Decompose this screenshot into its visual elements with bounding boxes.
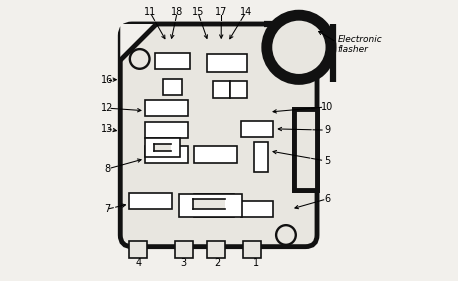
Circle shape <box>130 49 149 69</box>
Text: 2: 2 <box>214 259 220 268</box>
Text: Electronic
flasher: Electronic flasher <box>338 35 382 55</box>
Text: 7: 7 <box>104 204 110 214</box>
Bar <box>194 146 237 162</box>
Bar <box>240 201 273 217</box>
Bar <box>174 241 193 258</box>
Bar <box>243 241 262 258</box>
Text: 12: 12 <box>101 103 114 113</box>
Bar <box>254 142 268 172</box>
Text: 3: 3 <box>180 259 187 268</box>
Text: 18: 18 <box>171 7 183 17</box>
Bar <box>145 100 188 116</box>
Bar <box>145 122 188 138</box>
Bar <box>194 194 234 217</box>
Bar <box>154 144 171 151</box>
Bar <box>163 79 182 95</box>
Bar <box>145 138 180 157</box>
Bar <box>240 121 273 137</box>
Bar <box>193 199 225 209</box>
Text: 15: 15 <box>192 7 204 17</box>
Bar <box>294 108 317 190</box>
Bar <box>129 193 172 209</box>
Bar <box>207 54 247 72</box>
Polygon shape <box>120 24 157 60</box>
Circle shape <box>269 17 329 77</box>
Bar <box>294 108 317 190</box>
FancyBboxPatch shape <box>120 24 317 247</box>
Bar <box>129 241 147 258</box>
Text: 9: 9 <box>324 125 330 135</box>
Bar <box>179 194 242 217</box>
Text: 6: 6 <box>324 194 330 204</box>
Text: 11: 11 <box>144 7 156 17</box>
Bar <box>207 241 225 258</box>
Text: 4: 4 <box>135 259 142 268</box>
Text: 14: 14 <box>240 7 252 17</box>
Bar <box>213 81 230 98</box>
Bar <box>145 146 188 162</box>
Bar <box>230 81 247 98</box>
Text: 17: 17 <box>215 7 228 17</box>
Bar <box>155 53 190 69</box>
Text: 1: 1 <box>253 259 259 268</box>
Text: 5: 5 <box>324 156 331 166</box>
Circle shape <box>276 225 296 245</box>
Text: 8: 8 <box>104 164 110 174</box>
Text: 16: 16 <box>101 75 114 85</box>
Text: 13: 13 <box>101 124 114 134</box>
Text: 10: 10 <box>321 102 333 112</box>
